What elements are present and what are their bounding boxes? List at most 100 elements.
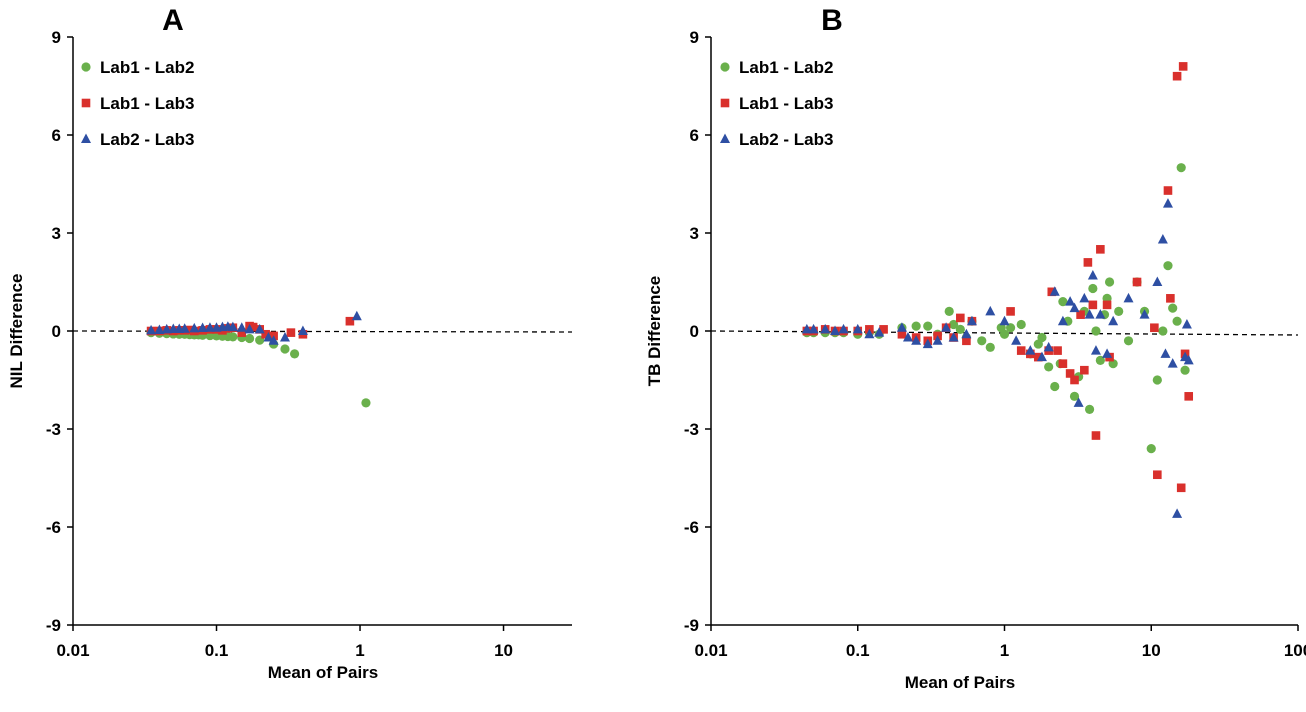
data-point-triangle [911, 335, 922, 345]
data-point-square [1053, 346, 1062, 355]
data-point-triangle [1123, 292, 1134, 303]
data-point-square [1058, 359, 1068, 368]
data-point-triangle [1087, 269, 1098, 280]
data-point-triangle [244, 323, 255, 334]
data-point-square [1006, 307, 1015, 316]
data-point-triangle [852, 323, 863, 334]
data-point-square [1070, 375, 1079, 385]
data-point-circle [999, 329, 1010, 339]
y-tick-label: -6 [46, 518, 61, 537]
legend-square-icon [720, 98, 730, 108]
data-point-square [1016, 346, 1026, 355]
y-tick-label: 0 [690, 322, 699, 341]
data-point-square [1080, 365, 1089, 375]
legend-entry: Lab2 - Lab3 [100, 130, 194, 149]
zero-reference-line [710, 330, 1299, 336]
panel-label: B [821, 4, 843, 37]
data-point-triangle [961, 328, 972, 339]
data-point-circle [1016, 319, 1026, 330]
data-point-circle [1168, 303, 1178, 313]
y-tick-label: 6 [690, 126, 699, 145]
data-point-square [1047, 287, 1057, 297]
data-point-square [1083, 258, 1093, 267]
data-point-triangle [268, 335, 279, 345]
data-point-triangle [189, 322, 200, 333]
data-point-circle [955, 324, 965, 334]
data-point-circle [923, 321, 933, 331]
data-point-circle [1088, 283, 1098, 294]
data-point-triangle [254, 323, 265, 334]
data-point-circle [1104, 277, 1115, 287]
series-triangle [146, 310, 362, 345]
x-tick-label: 0.01 [56, 641, 89, 660]
y-tick-label: -3 [46, 420, 61, 439]
data-point-triangle [1167, 358, 1178, 368]
data-point-square [962, 336, 971, 346]
legend-entry: Lab2 - Lab3 [739, 130, 833, 149]
x-tick-label: 10 [494, 641, 513, 660]
data-point-triangle [864, 328, 875, 339]
data-point-triangle [204, 322, 215, 332]
data-point-circle [1069, 391, 1080, 401]
data-point-triangle [179, 323, 190, 333]
x-axis-title: Mean of Pairs [905, 673, 1016, 692]
data-point-triangle [1160, 348, 1171, 358]
data-point-square [956, 313, 965, 323]
data-point-square [1153, 470, 1162, 480]
data-point-square [1102, 300, 1112, 310]
data-point-triangle [932, 335, 943, 345]
data-point-square [1184, 392, 1194, 401]
data-point-square [897, 329, 907, 339]
data-point-circle [949, 319, 959, 330]
x-tick-label: 1 [1000, 641, 1009, 660]
data-point-triangle [1162, 198, 1173, 208]
data-point-triangle [236, 322, 247, 332]
data-point-triangle [161, 323, 172, 334]
data-point-triangle [1036, 351, 1047, 362]
legend-circle-icon [720, 62, 730, 72]
data-point-circle [977, 336, 987, 346]
legend-entry: Lab1 - Lab3 [739, 94, 833, 113]
data-point-triangle [1069, 302, 1080, 313]
data-point-square [237, 328, 247, 337]
data-point-square [1163, 186, 1173, 195]
data-point-square [1034, 352, 1043, 362]
series-circle [802, 163, 1190, 454]
series-triangle [801, 198, 1194, 518]
data-point-circle [985, 342, 995, 352]
data-point-circle [1095, 355, 1105, 365]
data-point-triangle [297, 325, 308, 335]
data-point-circle [1050, 381, 1060, 392]
x-axis-title: Mean of Pairs [268, 663, 379, 682]
y-tick-label: 9 [52, 28, 61, 47]
data-point-square [1088, 300, 1098, 310]
y-tick-label: -9 [46, 616, 61, 635]
data-point-circle [1091, 326, 1101, 336]
data-point-triangle [1025, 345, 1036, 355]
data-point-triangle [279, 332, 290, 342]
data-point-circle [1176, 163, 1186, 173]
data-point-triangle [351, 310, 362, 321]
y-tick-label: 6 [52, 126, 61, 145]
data-point-square [261, 329, 270, 339]
data-point-circle [1146, 444, 1156, 454]
y-tick-label: -9 [684, 616, 699, 635]
y-axis-title: NIL Difference [7, 274, 26, 389]
data-point-square [1150, 323, 1159, 333]
data-point-triangle [999, 315, 1010, 326]
data-point-circle [1180, 365, 1190, 375]
panel-b: B -9 -6 -3 0 3 6 9 0.01 0.1 1 10 100 Mean of Pairs TB … [645, 4, 1306, 692]
data-point-triangle [1084, 309, 1095, 319]
data-point-square [1166, 294, 1175, 303]
data-point-triangle [808, 323, 819, 334]
data-point-triangle [801, 323, 812, 334]
data-point-circle [1005, 323, 1016, 333]
x-tick-label: 10 [1142, 641, 1161, 660]
data-point-triangle [1057, 315, 1068, 326]
data-point-square [248, 322, 258, 332]
x-tick-label: 0.01 [694, 641, 727, 660]
data-point-triangle [874, 327, 885, 337]
data-point-triangle [903, 332, 914, 342]
data-point-circle [1084, 404, 1095, 414]
